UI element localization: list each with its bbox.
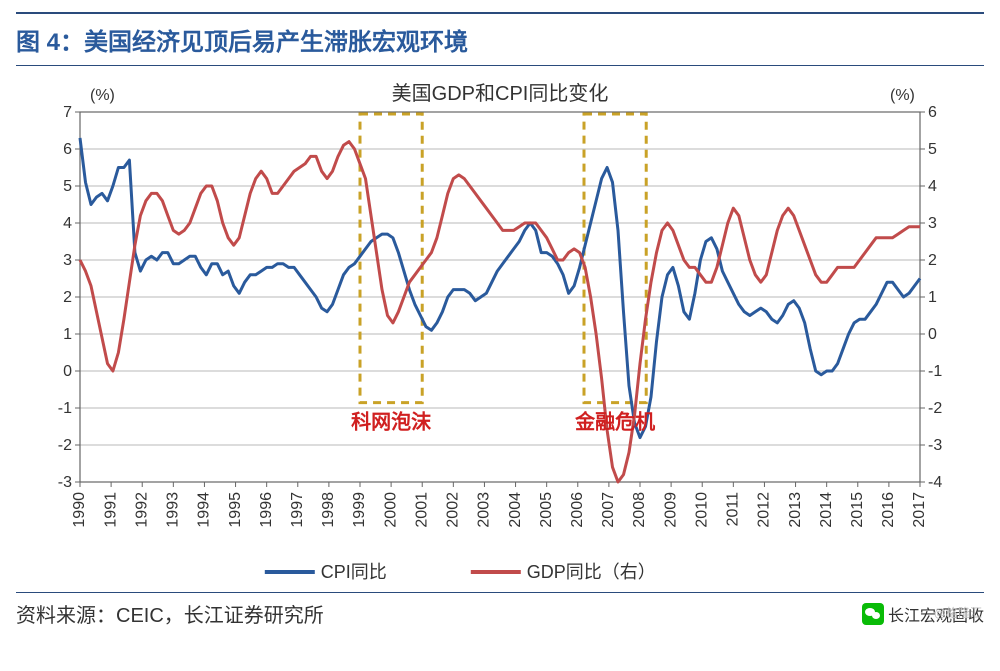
svg-text:4: 4	[928, 178, 937, 195]
svg-text:6: 6	[928, 104, 937, 121]
svg-text:-2: -2	[58, 437, 72, 454]
svg-text:2004: 2004	[507, 492, 524, 528]
svg-text:2011: 2011	[725, 492, 742, 527]
source-label: 资料来源：CEIC，长江证券研究所	[16, 599, 324, 628]
svg-text:2000: 2000	[382, 492, 399, 528]
svg-text:-4: -4	[928, 474, 942, 491]
svg-text:-2: -2	[928, 400, 942, 417]
svg-text:1995: 1995	[227, 492, 244, 528]
svg-text:(%): (%)	[890, 87, 915, 104]
svg-text:1990: 1990	[71, 492, 88, 528]
svg-text:1999: 1999	[351, 492, 368, 528]
svg-text:2007: 2007	[600, 492, 617, 528]
wechat-icon	[862, 603, 884, 625]
figure-title: 图 4：美国经济见顶后易产生滞胀宏观环境	[16, 29, 468, 56]
svg-text:2015: 2015	[849, 492, 866, 528]
svg-text:2001: 2001	[413, 492, 430, 528]
svg-text:2016: 2016	[880, 492, 897, 528]
svg-text:2005: 2005	[538, 492, 555, 528]
svg-text:GDP同比（右）: GDP同比（右）	[527, 562, 656, 582]
line-chart: 美国GDP和CPI同比变化 -3 -2 -1 0 1 2 3 4 5 6 7 (%) -4 -3 -2 -1 0 1…	[20, 72, 980, 592]
svg-text:2008: 2008	[631, 492, 648, 528]
svg-text:(%): (%)	[90, 87, 115, 104]
svg-text:-1: -1	[58, 400, 72, 417]
svg-text:-3: -3	[928, 437, 942, 454]
svg-text:1991: 1991	[102, 492, 119, 528]
svg-text:2: 2	[928, 252, 937, 269]
svg-text:0: 0	[63, 363, 72, 380]
svg-text:6: 6	[63, 141, 72, 158]
svg-text:2010: 2010	[693, 492, 710, 528]
svg-text:科网泡沫: 科网泡沫	[351, 410, 432, 434]
svg-text:1998: 1998	[320, 492, 337, 528]
svg-text:1996: 1996	[258, 492, 275, 528]
svg-text:0: 0	[928, 326, 937, 343]
svg-text:美国GDP和CPI同比变化: 美国GDP和CPI同比变化	[392, 82, 609, 105]
svg-text:2: 2	[63, 289, 72, 306]
title-bar: 图 4：美国经济见顶后易产生滞胀宏观环境	[16, 12, 984, 66]
svg-text:-3: -3	[58, 474, 72, 491]
chart-area: 美国GDP和CPI同比变化 -3 -2 -1 0 1 2 3 4 5 6 7 (%) -4 -3 -2 -1 0 1…	[20, 72, 980, 592]
svg-text:2012: 2012	[756, 492, 773, 528]
svg-text:7: 7	[63, 104, 72, 121]
svg-text:5: 5	[928, 141, 937, 158]
svg-text:2014: 2014	[818, 492, 835, 528]
svg-text:CPI同比: CPI同比	[321, 562, 387, 582]
svg-text:3: 3	[63, 252, 72, 269]
svg-text:3: 3	[928, 215, 937, 232]
svg-text:2009: 2009	[662, 492, 679, 528]
svg-text:1: 1	[928, 289, 937, 306]
svg-text:1997: 1997	[289, 492, 306, 528]
figure-container: 图 4：美国经济见顶后易产生滞胀宏观环境 美国GDP和CPI同比变化 -3 -2 -1…	[0, 0, 1000, 636]
svg-text:2013: 2013	[787, 492, 804, 528]
svg-text:金融危机: 金融危机	[574, 410, 655, 434]
svg-text:2003: 2003	[476, 492, 493, 528]
svg-text:1992: 1992	[133, 492, 150, 528]
svg-text:4: 4	[63, 215, 72, 232]
footer: 资料来源：CEIC，长江证券研究所 长江宏观固收	[16, 592, 984, 628]
svg-text:2017: 2017	[911, 492, 928, 528]
svg-text:2006: 2006	[569, 492, 586, 528]
svg-text:1: 1	[63, 326, 72, 343]
svg-text:5: 5	[63, 178, 72, 195]
svg-text:2002: 2002	[445, 492, 462, 528]
svg-text:-1: -1	[928, 363, 942, 380]
svg-text:1994: 1994	[196, 492, 213, 528]
watermark: @格隆汇	[934, 604, 982, 621]
svg-text:1993: 1993	[165, 492, 182, 528]
